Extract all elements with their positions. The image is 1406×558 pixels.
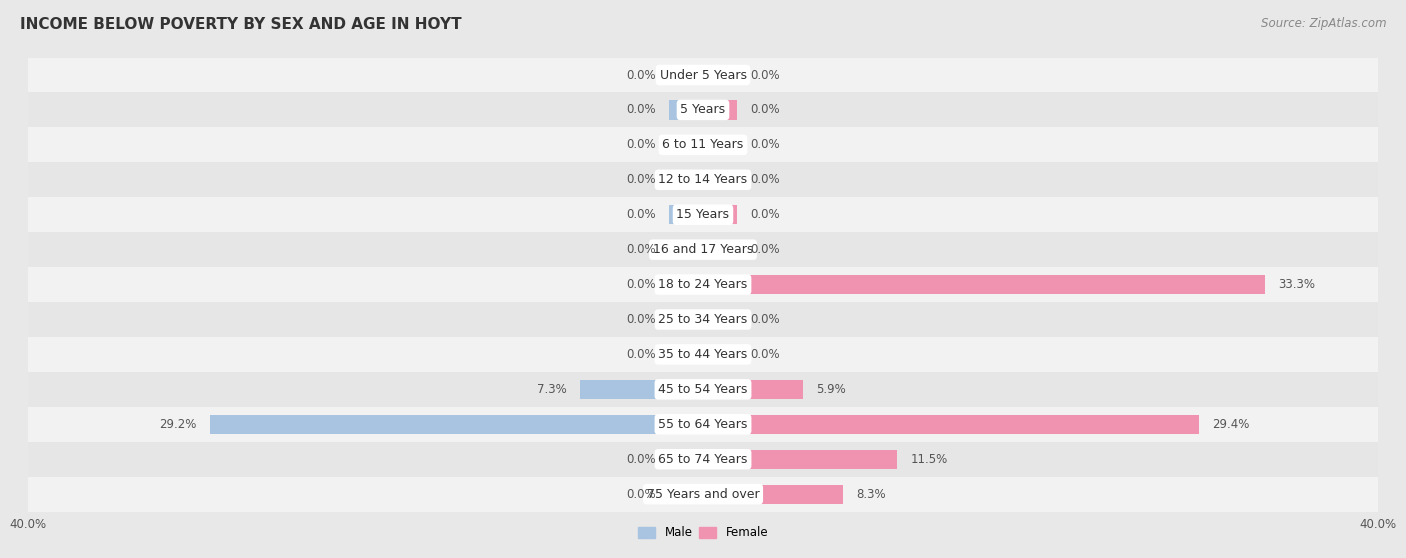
FancyBboxPatch shape: [28, 442, 1378, 477]
Text: 0.0%: 0.0%: [751, 174, 780, 186]
FancyBboxPatch shape: [28, 407, 1378, 442]
Bar: [669, 100, 703, 119]
Bar: [211, 415, 703, 434]
Bar: [703, 415, 1199, 434]
Bar: [579, 380, 703, 399]
Text: 45 to 54 Years: 45 to 54 Years: [658, 383, 748, 396]
Text: 15 Years: 15 Years: [676, 208, 730, 221]
Bar: [669, 135, 703, 155]
Legend: Male, Female: Male, Female: [633, 522, 773, 544]
Bar: [703, 415, 1199, 434]
Text: 0.0%: 0.0%: [626, 278, 655, 291]
Bar: [703, 240, 737, 259]
Bar: [703, 450, 897, 469]
Text: 0.0%: 0.0%: [626, 174, 655, 186]
Bar: [669, 205, 703, 224]
Bar: [669, 275, 703, 294]
Bar: [669, 415, 703, 434]
FancyBboxPatch shape: [28, 57, 1378, 93]
FancyBboxPatch shape: [28, 93, 1378, 127]
Bar: [703, 275, 1265, 294]
Bar: [669, 380, 703, 399]
FancyBboxPatch shape: [28, 127, 1378, 162]
FancyBboxPatch shape: [28, 302, 1378, 337]
Text: 0.0%: 0.0%: [751, 69, 780, 81]
Bar: [703, 450, 737, 469]
Bar: [703, 450, 897, 469]
Bar: [703, 100, 737, 119]
Text: 0.0%: 0.0%: [751, 348, 780, 361]
FancyBboxPatch shape: [28, 198, 1378, 232]
Text: 35 to 44 Years: 35 to 44 Years: [658, 348, 748, 361]
Text: 0.0%: 0.0%: [751, 208, 780, 221]
Text: 8.3%: 8.3%: [856, 488, 886, 501]
Text: 11.5%: 11.5%: [911, 453, 948, 466]
Bar: [579, 380, 703, 399]
Bar: [703, 484, 844, 504]
Text: 16 and 17 Years: 16 and 17 Years: [652, 243, 754, 256]
Bar: [669, 345, 703, 364]
FancyBboxPatch shape: [28, 477, 1378, 512]
Text: 5.9%: 5.9%: [815, 383, 846, 396]
Bar: [703, 135, 737, 155]
FancyBboxPatch shape: [28, 372, 1378, 407]
Text: INCOME BELOW POVERTY BY SEX AND AGE IN HOYT: INCOME BELOW POVERTY BY SEX AND AGE IN H…: [20, 17, 461, 32]
Text: 25 to 34 Years: 25 to 34 Years: [658, 313, 748, 326]
Text: 33.3%: 33.3%: [1278, 278, 1316, 291]
Bar: [669, 65, 703, 85]
Text: Under 5 Years: Under 5 Years: [659, 69, 747, 81]
FancyBboxPatch shape: [28, 337, 1378, 372]
Bar: [703, 275, 1265, 294]
Bar: [703, 484, 844, 504]
Bar: [703, 205, 737, 224]
Text: Source: ZipAtlas.com: Source: ZipAtlas.com: [1261, 17, 1386, 30]
Bar: [703, 380, 803, 399]
Text: 75 Years and over: 75 Years and over: [647, 488, 759, 501]
Bar: [703, 170, 737, 189]
Text: 0.0%: 0.0%: [626, 243, 655, 256]
Bar: [703, 380, 803, 399]
Text: 0.0%: 0.0%: [751, 138, 780, 151]
Bar: [669, 450, 703, 469]
Text: 0.0%: 0.0%: [626, 103, 655, 117]
Text: 0.0%: 0.0%: [626, 208, 655, 221]
FancyBboxPatch shape: [28, 232, 1378, 267]
Text: 0.0%: 0.0%: [751, 103, 780, 117]
FancyBboxPatch shape: [28, 162, 1378, 198]
Bar: [211, 415, 703, 434]
Bar: [669, 310, 703, 329]
Text: 0.0%: 0.0%: [626, 313, 655, 326]
Bar: [703, 415, 737, 434]
FancyBboxPatch shape: [28, 267, 1378, 302]
Bar: [669, 170, 703, 189]
Bar: [703, 65, 737, 85]
Text: 0.0%: 0.0%: [626, 138, 655, 151]
Text: 0.0%: 0.0%: [626, 453, 655, 466]
Bar: [669, 240, 703, 259]
Bar: [703, 380, 737, 399]
Text: 5 Years: 5 Years: [681, 103, 725, 117]
Bar: [703, 484, 737, 504]
Text: 29.2%: 29.2%: [159, 418, 197, 431]
Text: 55 to 64 Years: 55 to 64 Years: [658, 418, 748, 431]
Bar: [703, 345, 737, 364]
Text: 0.0%: 0.0%: [751, 243, 780, 256]
Text: 0.0%: 0.0%: [626, 69, 655, 81]
Text: 29.4%: 29.4%: [1212, 418, 1250, 431]
Text: 0.0%: 0.0%: [626, 348, 655, 361]
Text: 0.0%: 0.0%: [751, 313, 780, 326]
Text: 0.0%: 0.0%: [626, 488, 655, 501]
Text: 18 to 24 Years: 18 to 24 Years: [658, 278, 748, 291]
Text: 12 to 14 Years: 12 to 14 Years: [658, 174, 748, 186]
Bar: [669, 484, 703, 504]
Bar: [703, 275, 737, 294]
Text: 7.3%: 7.3%: [537, 383, 567, 396]
Text: 65 to 74 Years: 65 to 74 Years: [658, 453, 748, 466]
Text: 6 to 11 Years: 6 to 11 Years: [662, 138, 744, 151]
Bar: [703, 310, 737, 329]
